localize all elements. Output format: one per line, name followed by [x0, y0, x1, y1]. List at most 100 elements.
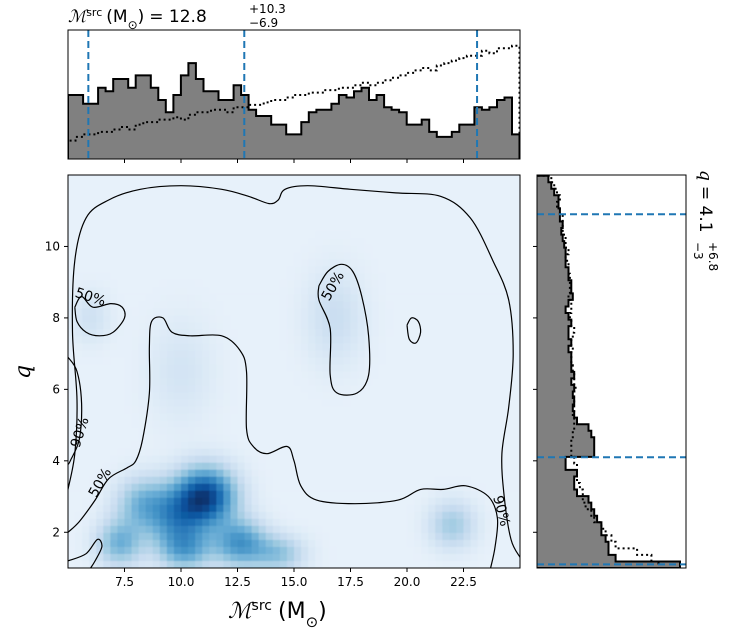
- density-cell: [329, 231, 337, 239]
- density-cell: [449, 245, 458, 253]
- density-cell: [385, 504, 394, 513]
- density-cell: [477, 455, 486, 464]
- density-cell: [251, 427, 260, 436]
- density-cell: [152, 196, 161, 204]
- density-cell: [378, 469, 387, 478]
- density-cell: [181, 553, 189, 562]
- density-cell: [378, 343, 387, 352]
- density-cell: [301, 378, 309, 387]
- mass-ratio-title-minus: −3: [691, 242, 705, 260]
- density-cell: [202, 266, 210, 274]
- density-cell: [378, 189, 387, 197]
- density-cell: [230, 189, 239, 197]
- density-cell: [166, 455, 175, 464]
- density-cell: [251, 392, 260, 401]
- density-cell: [329, 259, 337, 267]
- density-cell: [124, 385, 133, 394]
- density-cell: [343, 266, 352, 274]
- density-cell: [216, 434, 224, 443]
- density-cell: [329, 441, 337, 450]
- density-cell: [286, 455, 295, 464]
- y-tick-label: 6: [52, 382, 60, 396]
- density-cell: [301, 273, 309, 281]
- density-cell: [364, 343, 373, 352]
- density-cell: [449, 266, 458, 274]
- density-cell: [392, 231, 401, 239]
- density-cell: [75, 175, 83, 183]
- density-cell: [258, 518, 267, 527]
- density-cell: [202, 413, 210, 422]
- density-cell: [138, 252, 147, 260]
- density-cell: [498, 189, 507, 197]
- density-cell: [96, 434, 104, 443]
- density-cell: [350, 287, 359, 295]
- density-cell: [286, 518, 295, 527]
- density-cell: [491, 413, 500, 422]
- density-cell: [407, 203, 415, 211]
- density-cell: [286, 210, 295, 218]
- density-cell: [414, 511, 422, 520]
- density-cell: [145, 175, 154, 183]
- density-cell: [322, 441, 330, 450]
- density-cell: [131, 301, 140, 309]
- density-cell: [152, 231, 161, 239]
- density-cell: [181, 448, 189, 457]
- density-cell: [421, 490, 429, 499]
- density-cell: [159, 196, 168, 204]
- density-cell: [392, 462, 401, 471]
- density-cell: [470, 476, 479, 485]
- density-cell: [414, 371, 422, 380]
- density-cell: [392, 329, 401, 338]
- density-cell: [216, 224, 224, 232]
- density-cell: [152, 511, 161, 520]
- density-cell: [279, 259, 288, 267]
- density-cell: [435, 364, 443, 373]
- density-cell: [103, 539, 111, 548]
- density-cell: [265, 336, 274, 345]
- density-cell: [364, 511, 373, 520]
- density-cell: [449, 364, 458, 373]
- density-cell: [449, 406, 458, 415]
- density-cell: [414, 378, 422, 387]
- density-cell: [442, 420, 450, 429]
- density-cell: [470, 357, 479, 366]
- density-cell: [308, 252, 316, 260]
- density-cell: [294, 455, 302, 464]
- density-cell: [117, 252, 126, 260]
- density-cell: [498, 511, 507, 520]
- density-cell: [159, 560, 168, 568]
- density-cell: [484, 280, 493, 288]
- density-cell: [237, 385, 246, 394]
- density-cell: [89, 434, 97, 443]
- density-cell: [216, 553, 224, 562]
- density-cell: [117, 434, 126, 443]
- density-cell: [407, 385, 415, 394]
- density-cell: [272, 392, 281, 401]
- density-cell: [279, 266, 288, 274]
- density-cell: [166, 357, 175, 366]
- density-cell: [82, 490, 90, 499]
- density-cell: [209, 490, 217, 499]
- density-cell: [124, 189, 133, 197]
- density-cell: [294, 385, 302, 394]
- density-cell: [491, 350, 500, 359]
- density-cell: [96, 259, 104, 267]
- density-cell: [251, 385, 260, 394]
- density-cell: [498, 539, 507, 548]
- density-cell: [456, 245, 465, 253]
- density-cell: [301, 546, 309, 555]
- density-cell: [195, 273, 203, 281]
- density-cell: [357, 378, 366, 387]
- density-cell: [244, 406, 253, 415]
- density-cell: [223, 427, 232, 436]
- density-cell: [223, 490, 232, 499]
- density-cell: [301, 287, 309, 295]
- chirp-mass-title-minus: −6.9: [249, 16, 278, 30]
- density-cell: [498, 301, 507, 309]
- density-cell: [166, 476, 175, 485]
- density-cell: [294, 224, 302, 232]
- density-cell: [68, 532, 76, 541]
- density-cell: [414, 280, 422, 288]
- density-cell: [456, 385, 465, 394]
- density-cell: [145, 287, 154, 295]
